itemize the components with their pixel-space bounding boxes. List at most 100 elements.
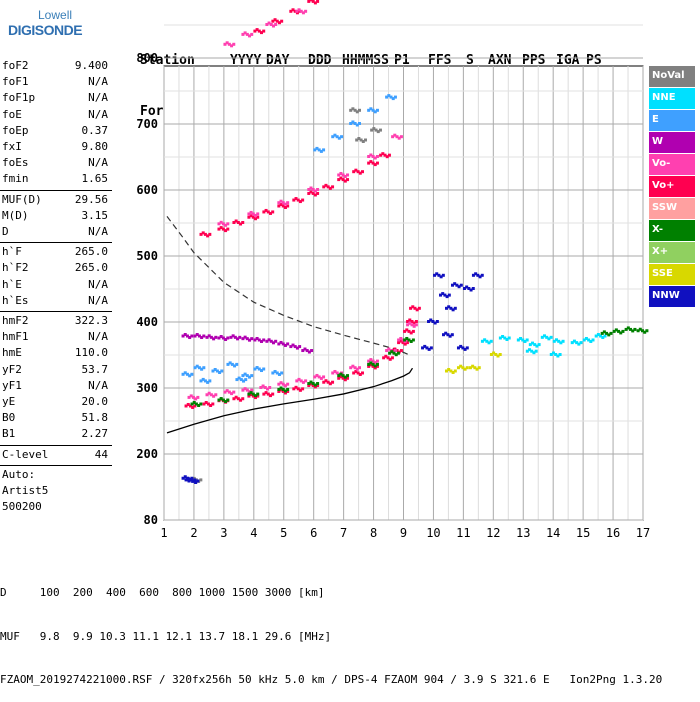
echo-point: [305, 349, 309, 353]
echo-point: [339, 171, 343, 175]
echo-point: [309, 0, 313, 2]
echo-point: [248, 338, 252, 342]
echo-point: [554, 353, 558, 356]
echo-point: [545, 335, 549, 339]
param-label: foF1p: [2, 91, 36, 105]
echo-point: [540, 335, 544, 339]
echo-point: [230, 362, 234, 366]
header-label-3: DDD: [308, 53, 332, 68]
echo-point: [319, 376, 323, 380]
echo-point: [629, 327, 633, 331]
echo-point: [358, 122, 361, 125]
echo-point: [273, 369, 277, 373]
echo-point: [358, 366, 361, 370]
echo-point: [249, 391, 253, 395]
logo-line2: DIGISONDE: [8, 22, 83, 38]
echo-point: [268, 386, 272, 389]
echo-point: [187, 479, 191, 483]
echo-point: [399, 336, 403, 340]
echo-point: [441, 292, 445, 296]
echo-point: [265, 387, 269, 391]
param-row: foF1p N/A: [0, 90, 112, 106]
echo-point: [224, 400, 228, 404]
echo-point: [203, 379, 207, 383]
echo-point: [442, 333, 446, 337]
echo-point: [212, 337, 216, 341]
echo-point: [387, 347, 391, 351]
echo-point: [286, 387, 290, 391]
echo-point: [188, 336, 192, 340]
echo-point: [337, 374, 341, 378]
echo-point: [359, 138, 363, 142]
echo-point: [248, 375, 252, 379]
x-tick-label: 13: [516, 526, 530, 540]
echo-point: [355, 367, 359, 371]
echo-point: [465, 346, 469, 350]
param-label: foF1: [2, 75, 29, 89]
echo-point: [405, 328, 409, 332]
echo-point: [346, 376, 350, 380]
param-row: h`F 265.0: [0, 244, 112, 260]
echo-point: [190, 372, 194, 376]
echo-point: [311, 0, 315, 3]
echo-point: [459, 283, 463, 287]
echo-point: [360, 170, 364, 174]
echo-point: [521, 338, 525, 342]
echo-point: [267, 21, 271, 25]
echo-point: [184, 404, 188, 408]
echo-point: [250, 32, 254, 36]
echo-point: [591, 338, 595, 342]
echo-point: [316, 188, 320, 191]
echo-point: [203, 232, 207, 236]
echo-point: [551, 351, 555, 355]
echo-point: [283, 391, 287, 395]
echo-point: [217, 336, 221, 340]
param-value: 322.3: [74, 314, 108, 328]
echo-point: [259, 386, 263, 389]
echo-point: [483, 338, 487, 342]
echo-point: [277, 21, 281, 25]
echo-point: [457, 285, 461, 289]
echo-point: [226, 227, 230, 231]
echo-point: [208, 379, 212, 383]
echo-point: [390, 350, 394, 354]
y-tick-label: 600: [136, 183, 158, 197]
echo-point: [403, 329, 407, 333]
echo-point: [433, 321, 437, 325]
echo-point: [333, 369, 337, 373]
echo-point: [205, 393, 209, 397]
echo-point: [556, 354, 560, 358]
echo-point: [277, 201, 281, 205]
echo-point: [219, 397, 223, 401]
echo-point: [242, 379, 246, 383]
echo-point: [260, 369, 263, 373]
echo-point: [535, 344, 539, 348]
echo-point: [197, 366, 201, 370]
echo-point: [232, 42, 236, 46]
echo-point: [447, 368, 451, 371]
echo-point: [356, 371, 360, 375]
echo-point: [293, 9, 297, 13]
echo-point: [343, 179, 347, 183]
echo-point: [195, 364, 199, 368]
echo-point: [231, 334, 235, 338]
echo-point: [232, 397, 236, 401]
echo-point: [229, 335, 233, 339]
echo-point: [373, 366, 377, 370]
header-label-10: IGA: [556, 53, 580, 68]
echo-point: [257, 367, 261, 371]
echo-point: [409, 339, 413, 343]
echo-point: [181, 372, 185, 376]
echo-point: [201, 231, 205, 235]
echo-point: [367, 364, 371, 368]
echo-point: [465, 285, 469, 289]
echo-point: [239, 378, 243, 382]
echo-point: [557, 339, 561, 343]
echo-point: [352, 371, 356, 375]
x-tick-label: 16: [606, 526, 620, 540]
echo-point: [190, 334, 194, 338]
echo-point: [249, 214, 253, 218]
echo-point: [369, 160, 373, 164]
echo-point: [299, 379, 303, 383]
echo-point: [271, 371, 275, 375]
